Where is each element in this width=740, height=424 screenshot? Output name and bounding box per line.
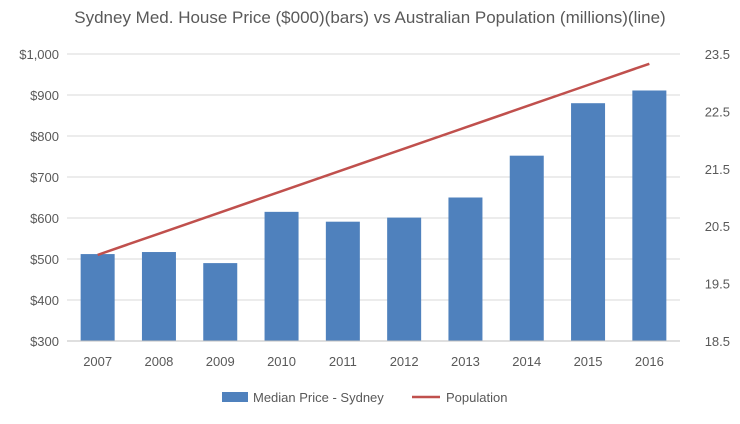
bar	[80, 254, 115, 341]
y-left-tick-label: $700	[30, 170, 59, 185]
legend-label-bars: Median Price - Sydney	[253, 390, 384, 405]
y-left-tick-label: $300	[30, 334, 59, 349]
bar	[448, 197, 483, 341]
x-tick-label: 2009	[206, 354, 235, 369]
y-right-tick-label: 22.5	[705, 104, 730, 119]
bar	[571, 103, 606, 341]
legend-swatch-bars	[222, 392, 248, 402]
x-tick-label: 2012	[390, 354, 419, 369]
x-tick-label: 2016	[635, 354, 664, 369]
x-tick-label: 2011	[329, 354, 357, 369]
y-left-tick-label: $400	[30, 293, 59, 308]
bar	[509, 155, 544, 341]
bar	[264, 211, 299, 341]
y-right-tick-label: 19.5	[705, 277, 730, 292]
bar	[632, 90, 667, 342]
chart-title: Sydney Med. House Price ($000)(bars) vs …	[74, 8, 666, 27]
bar	[325, 221, 360, 341]
x-tick-label: 2007	[83, 354, 112, 369]
bar	[203, 263, 238, 341]
y-left-tick-label: $900	[30, 88, 59, 103]
y-left-tick-label: $800	[30, 129, 59, 144]
x-tick-label: 2008	[144, 354, 173, 369]
population-line	[97, 62, 650, 257]
y-left-tick-label: $600	[30, 211, 59, 226]
bar	[387, 217, 422, 341]
y-right-tick-label: 21.5	[705, 162, 730, 177]
legend-label-line: Population	[446, 390, 507, 405]
y-left-tick-label: $500	[30, 252, 59, 267]
x-tick-label: 2015	[574, 354, 603, 369]
y-right-tick-label: 23.5	[705, 47, 730, 62]
y-right-tick-label: 18.5	[705, 334, 730, 349]
x-tick-label: 2010	[267, 354, 296, 369]
x-tick-label: 2014	[512, 354, 541, 369]
x-tick-label: 2013	[451, 354, 480, 369]
bar	[141, 252, 176, 341]
y-left-tick-label: $1,000	[19, 47, 59, 62]
y-right-tick-label: 20.5	[705, 219, 730, 234]
